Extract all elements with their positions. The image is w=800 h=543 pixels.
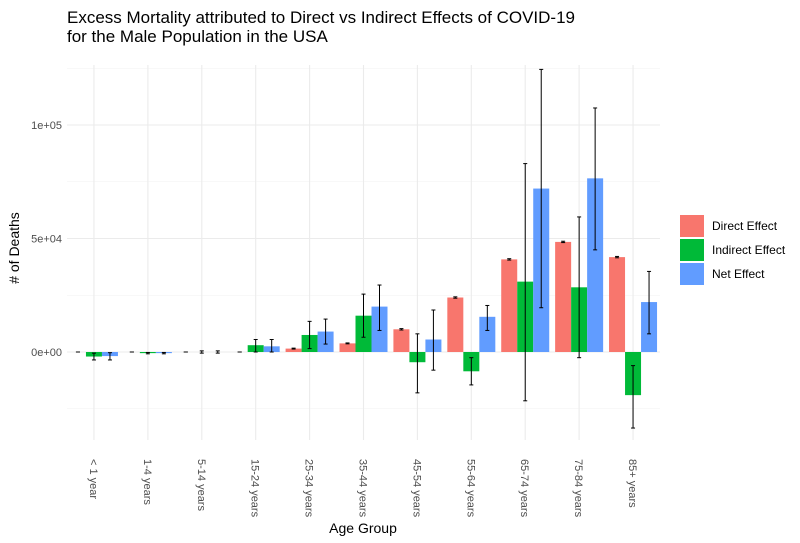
x-tick-label: 35-44 years bbox=[357, 459, 369, 518]
chart-title-line-1: Excess Mortality attributed to Direct vs… bbox=[67, 8, 575, 27]
bar-direct-effect bbox=[609, 257, 626, 352]
x-tick-label: 75-84 years bbox=[572, 459, 584, 518]
x-axis-title: Age Group bbox=[329, 520, 397, 536]
y-axis-ticks: 0e+00 5e+04 1e+05 bbox=[31, 120, 62, 359]
bar-net-effect bbox=[479, 316, 496, 352]
bar-direct-effect bbox=[501, 259, 518, 352]
x-tick-label: 85+ years bbox=[626, 459, 638, 508]
x-tick-label: 15-24 years bbox=[249, 459, 261, 518]
y-tick-label: 1e+05 bbox=[31, 120, 62, 132]
y-axis-title: # of Deaths bbox=[6, 212, 22, 284]
chart-title-line-2: for the Male Population in the USA bbox=[67, 27, 328, 46]
x-tick-label: 45-54 years bbox=[410, 459, 422, 518]
bar-direct-effect bbox=[285, 348, 302, 352]
bars bbox=[85, 178, 658, 396]
y-tick-label: 5e+04 bbox=[31, 234, 62, 246]
bar-net-effect bbox=[587, 178, 604, 352]
legend-label: Net Effect bbox=[712, 267, 765, 281]
x-tick-label: 55-64 years bbox=[464, 459, 476, 518]
legend-label: Direct Effect bbox=[712, 219, 778, 233]
x-tick-label: 1-4 years bbox=[141, 459, 153, 505]
legend: Direct Effect Indirect Effect Net Effect bbox=[680, 215, 786, 285]
legend-swatch bbox=[680, 215, 704, 237]
y-tick-label: 0e+00 bbox=[31, 347, 62, 359]
x-tick-label: 65-74 years bbox=[518, 459, 530, 518]
bar-direct-effect bbox=[393, 329, 410, 352]
x-tick-label: < 1 year bbox=[87, 459, 99, 499]
x-tick-label: 25-34 years bbox=[303, 459, 315, 518]
bar-direct-effect bbox=[555, 241, 572, 352]
bar-direct-effect bbox=[447, 297, 464, 352]
error-bars bbox=[75, 68, 652, 429]
legend-label: Indirect Effect bbox=[712, 243, 786, 257]
legend-swatch bbox=[680, 263, 704, 285]
x-tick-label: 5-14 years bbox=[195, 459, 207, 511]
x-axis-ticks: < 1 year 1-4 years 5-14 years 15-24 years 25… bbox=[87, 459, 638, 518]
bar-direct-effect bbox=[339, 343, 356, 352]
legend-swatch bbox=[680, 239, 704, 261]
